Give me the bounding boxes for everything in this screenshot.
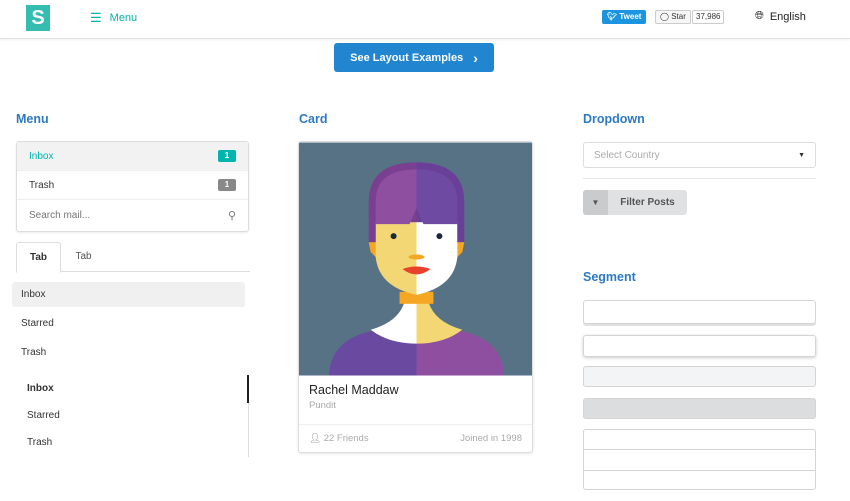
filter-icon: ▼ <box>583 190 608 215</box>
filter-posts-button[interactable]: ▼ Filter Posts <box>583 190 687 215</box>
menu-item-inbox[interactable]: Inbox 1 <box>17 142 248 171</box>
card-content: Rachel Maddaw Pundit <box>299 376 532 411</box>
tab-2[interactable]: Tab <box>75 251 92 262</box>
menu-label: Menu <box>109 12 138 24</box>
country-dropdown[interactable]: Select Country ▼ <box>583 142 816 168</box>
friends-link[interactable]: 👤︎ 22 Friends <box>309 433 369 444</box>
item-label: Inbox <box>29 150 54 162</box>
top-header: S ☰ Menu 🐦︎ Tweet ◯ Star 37,986 🌐︎ English <box>0 0 850 39</box>
divider <box>583 178 816 179</box>
secondary-menu-trash[interactable]: Trash <box>27 437 53 448</box>
item-label: Trash <box>29 179 55 191</box>
avatar-image <box>299 142 532 376</box>
github-icon: ◯ <box>660 12 672 21</box>
active-indicator <box>247 375 249 403</box>
segment <box>584 450 815 471</box>
joined-date: Joined in 1998 <box>460 433 522 444</box>
language-label: English <box>769 10 806 23</box>
tweet-label: Tweet <box>619 12 642 21</box>
dropdown-heading: Dropdown <box>583 112 645 126</box>
profile-card: Rachel Maddaw Pundit 👤︎ 22 Friends Joine… <box>298 141 533 453</box>
tertiary-segment <box>583 398 816 419</box>
cta-label: See Layout Examples <box>350 51 464 64</box>
card-name[interactable]: Rachel Maddaw <box>309 383 399 397</box>
menu-item-trash[interactable]: Trash 1 <box>17 171 248 200</box>
mail-menu: Inbox 1 Trash 1 ⚲ <box>16 141 249 232</box>
card-meta: Pundit <box>309 400 336 411</box>
friends-label: 22 Friends <box>323 433 369 444</box>
search-icon[interactable]: ⚲ <box>227 210 236 222</box>
logo[interactable]: S <box>26 5 50 31</box>
stacked-segment <box>583 335 816 357</box>
search-mail[interactable]: ⚲ <box>17 200 248 231</box>
raised-segment <box>583 300 816 324</box>
card-heading: Card <box>299 112 328 126</box>
count-badge: 1 <box>218 150 236 162</box>
segment-group <box>583 429 816 490</box>
twitter-icon: 🐦︎ <box>607 12 620 21</box>
see-layout-examples-button[interactable]: See Layout Examples › <box>334 43 494 72</box>
count-badge: 1 <box>218 179 236 191</box>
star-label: Star <box>671 12 686 21</box>
caret-down-icon: ▼ <box>798 151 805 159</box>
vertical-menu-inbox[interactable]: Inbox <box>12 282 245 307</box>
vertical-menu-starred[interactable]: Starred <box>21 318 54 329</box>
card-extra: 👤︎ 22 Friends Joined in 1998 <box>299 424 532 452</box>
secondary-menu-starred[interactable]: Starred <box>27 410 60 421</box>
secondary-segment <box>583 366 816 387</box>
search-input[interactable] <box>29 210 199 221</box>
dropdown-placeholder: Select Country <box>594 149 660 161</box>
menu-heading: Menu <box>16 112 49 126</box>
vertical-menu-trash[interactable]: Trash <box>21 347 47 358</box>
tab-1[interactable]: Tab <box>16 242 61 273</box>
chevron-right-icon: › <box>473 49 478 66</box>
menu-toggle[interactable]: ☰ Menu <box>90 10 137 26</box>
filter-label: Filter Posts <box>620 197 675 208</box>
hamburger-icon: ☰ <box>90 10 102 25</box>
secondary-menu-rail <box>248 375 249 457</box>
star-count[interactable]: 37,986 <box>692 10 725 24</box>
user-icon: 👤︎ <box>309 433 324 444</box>
tweet-button[interactable]: 🐦︎ Tweet <box>602 10 647 24</box>
segment <box>584 430 815 450</box>
secondary-menu-inbox[interactable]: Inbox <box>27 383 54 394</box>
segment-heading: Segment <box>583 270 636 284</box>
github-star-button[interactable]: ◯ Star <box>655 10 691 24</box>
tab-bar: Tab Tab <box>16 242 250 273</box>
globe-icon: 🌐︎ <box>755 10 764 22</box>
language-selector[interactable]: 🌐︎ English <box>755 10 806 23</box>
